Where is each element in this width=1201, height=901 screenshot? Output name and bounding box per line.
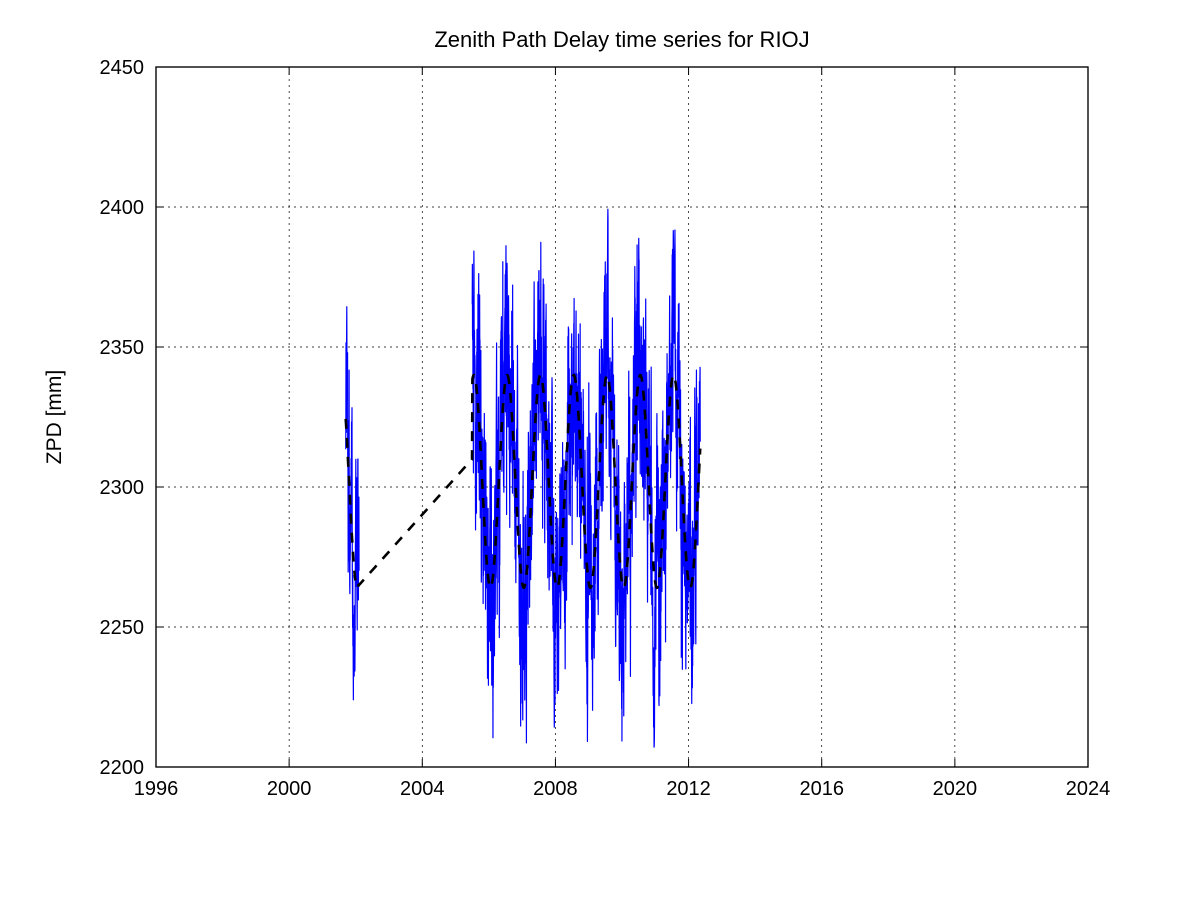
x-tick-label: 2008 [533, 778, 578, 800]
x-tick-label: 2016 [799, 778, 844, 800]
y-tick-label: 2250 [100, 617, 145, 639]
y-tick-label: 2350 [100, 337, 145, 359]
x-tick-label: 2024 [1066, 778, 1111, 800]
y-tick-label: 2450 [100, 57, 145, 79]
x-tick-label: 2020 [933, 778, 978, 800]
zpd-chart: 1996 2000 2004 2008 2012 2016 2020 2024 2200 2250… [0, 0, 1201, 901]
x-tick-label: 2004 [400, 778, 445, 800]
x-tick-label: 2012 [666, 778, 711, 800]
y-axis-label: ZPD [mm] [43, 370, 66, 465]
x-tick-label: 2000 [267, 778, 312, 800]
y-tick-label: 2400 [100, 197, 145, 219]
y-tick-label: 2200 [100, 757, 145, 779]
y-tick-label: 2300 [100, 477, 145, 499]
x-tick-label: 1996 [134, 778, 179, 800]
chart-container: 1996 2000 2004 2008 2012 2016 2020 2024 2200 2250… [0, 0, 1201, 901]
chart-title: Zenith Path Delay time series for RIOJ [434, 27, 809, 52]
